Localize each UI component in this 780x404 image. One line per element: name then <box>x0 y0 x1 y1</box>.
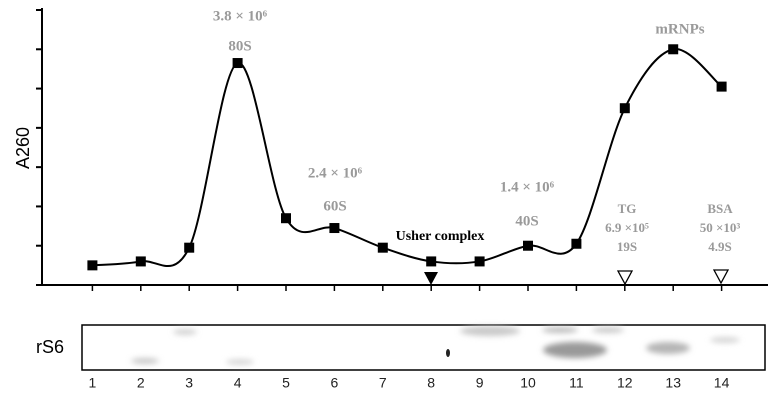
x-tick-label: 5 <box>282 375 290 391</box>
x-tick-label: 4 <box>234 375 242 391</box>
data-point <box>716 81 727 92</box>
data-point <box>571 238 582 249</box>
x-tick-label: 1 <box>89 375 97 391</box>
x-tick-label: 7 <box>379 375 387 391</box>
annotation: 19S <box>617 239 637 254</box>
blot <box>81 324 766 371</box>
blot-bands <box>131 326 740 365</box>
annotation: 4.9S <box>708 239 731 254</box>
data-point <box>619 103 630 114</box>
x-tick-label: 3 <box>185 375 193 391</box>
x-tick-label: 2 <box>137 375 145 391</box>
annotation: 2.4 × 10⁶ <box>308 165 363 181</box>
annotation: mRNPs <box>655 21 704 37</box>
data-point <box>281 213 291 224</box>
annotation: 6.9 ×10⁵ <box>605 220 649 235</box>
data-point <box>426 256 437 267</box>
annotation: 60S <box>323 198 346 214</box>
x-tick-label: 12 <box>617 375 633 391</box>
blot-speck <box>446 349 450 357</box>
tg-marker <box>616 270 634 286</box>
data-point <box>377 242 388 253</box>
data-point <box>523 240 533 251</box>
x-tick-label: 6 <box>331 375 339 391</box>
data-point <box>232 58 243 69</box>
x-tick-label: 11 <box>569 375 584 391</box>
annotation: 1.4 × 10⁶ <box>500 179 555 195</box>
x-tick-label: 10 <box>520 375 536 391</box>
x-tick-label: 9 <box>476 375 484 391</box>
annotation: BSA <box>707 201 733 216</box>
annotation: 80S <box>228 38 251 54</box>
annotation: 50 ×10³ <box>700 220 741 235</box>
data-point <box>184 242 195 253</box>
x-tick-label: 8 <box>427 375 435 391</box>
usher-marker <box>424 272 438 285</box>
x-tick-label: 14 <box>714 375 730 391</box>
data-point <box>668 44 679 55</box>
data-point <box>329 223 340 234</box>
x-tick-label: 13 <box>665 375 681 391</box>
data-point <box>474 256 485 267</box>
data-point <box>135 256 146 267</box>
annotation: 40S <box>515 213 538 229</box>
bsa-marker <box>712 269 730 285</box>
blot-label: rS6 <box>36 337 64 357</box>
annotation: 3.8 × 10⁶ <box>213 8 268 24</box>
y-axis-label: A260 <box>13 127 33 169</box>
annotation: Usher complex <box>396 229 485 244</box>
data-point <box>87 260 98 271</box>
annotation: TG <box>618 201 637 216</box>
